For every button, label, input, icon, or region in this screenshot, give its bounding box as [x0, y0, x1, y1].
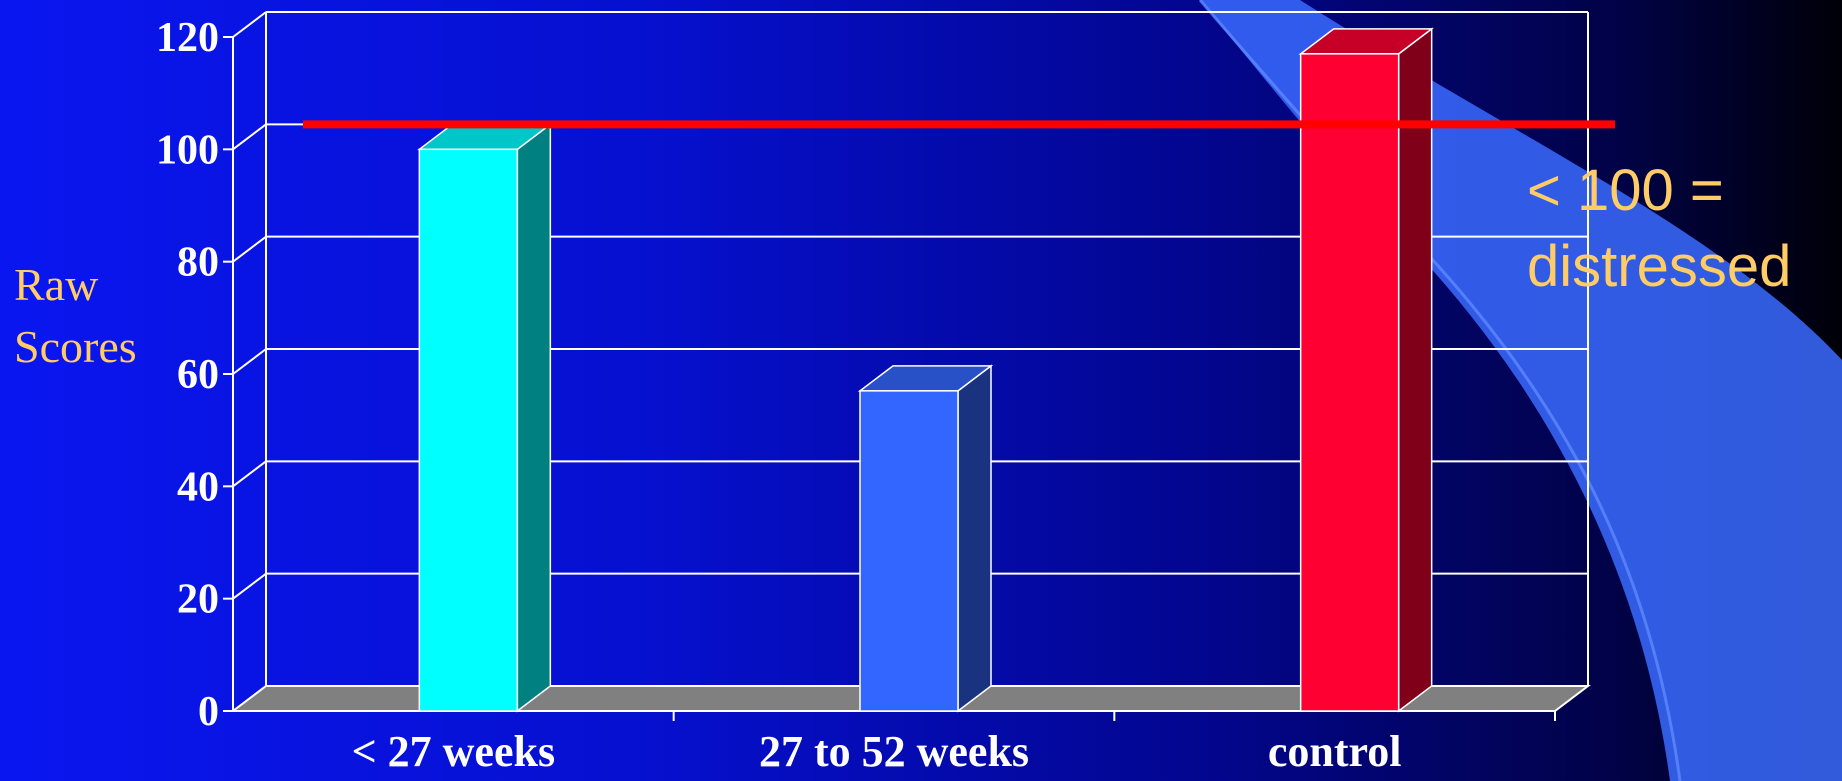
y-tick-label-0: 0: [198, 689, 219, 735]
gridline-side-20: [232, 572, 267, 600]
bar-side-0: [516, 122, 552, 713]
y-tick-label-100: 100: [156, 127, 219, 173]
bar-side-1: [957, 364, 992, 713]
annotation-line-1: distressed: [1527, 234, 1791, 299]
y-tick-label-60: 60: [177, 352, 219, 398]
y-tick-label-40: 40: [177, 464, 219, 510]
x-tick-label-2: control: [1268, 727, 1402, 776]
bar-2: [1299, 53, 1400, 712]
decorative-swoosh-edge: [1198, 0, 1682, 781]
y-axis-label-line-0: Raw: [14, 259, 99, 310]
y-tick-label-120: 120: [156, 15, 219, 61]
bar-0: [418, 148, 519, 712]
x-tick-label-0: < 27 weeks: [352, 727, 556, 776]
gridline-side-120: [232, 11, 267, 38]
gridline-side-40: [232, 460, 267, 488]
x-tick-label-1: 27 to 52 weeks: [759, 727, 1029, 776]
gridline-side-60: [232, 348, 267, 375]
gridline-side-100: [232, 123, 267, 151]
gridline-side-80: [232, 235, 267, 263]
bar-side-2: [1397, 27, 1433, 713]
y-tick-label-80: 80: [177, 240, 219, 286]
decorative-swoosh: [1200, 0, 1842, 781]
y-axis-label-line-1: Scores: [14, 321, 137, 372]
annotation-line-0: < 100 =: [1527, 158, 1724, 223]
y-tick-label-20: 20: [177, 577, 219, 623]
bar-1: [859, 390, 959, 712]
